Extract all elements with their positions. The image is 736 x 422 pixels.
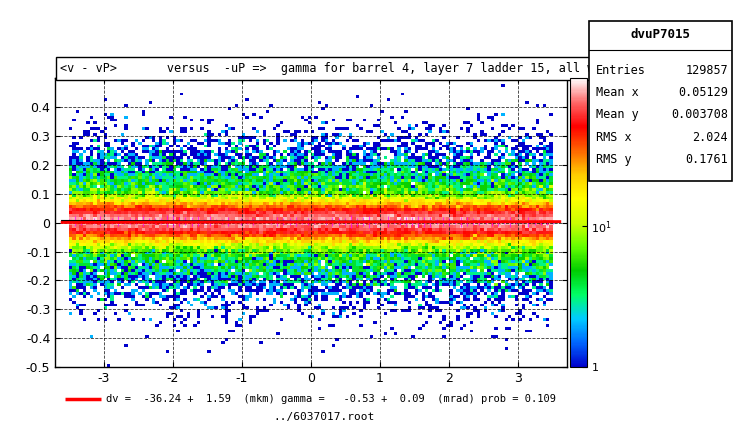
Text: 0.1761: 0.1761 <box>685 153 728 166</box>
Text: dv =  -36.24 +  1.59  (mkm) gamma =   -0.53 +  0.09  (mrad) prob = 0.109: dv = -36.24 + 1.59 (mkm) gamma = -0.53 +… <box>106 394 556 404</box>
Text: RMS x: RMS x <box>596 131 631 144</box>
Text: 129857: 129857 <box>685 63 728 76</box>
Text: 2.024: 2.024 <box>693 131 728 144</box>
Text: dvuP7015: dvuP7015 <box>631 28 690 41</box>
Text: Mean y: Mean y <box>596 108 639 122</box>
Text: Entries: Entries <box>596 63 646 76</box>
Text: Mean x: Mean x <box>596 86 639 99</box>
Text: <v - vP>       versus  -uP =>  gamma for barrel 4, layer 7 ladder 15, all wafers: <v - vP> versus -uP => gamma for barrel … <box>60 62 630 75</box>
Text: 0.05129: 0.05129 <box>678 86 728 99</box>
Text: RMS y: RMS y <box>596 153 631 166</box>
Text: 0.003708: 0.003708 <box>671 108 728 122</box>
Text: ../6037017.root: ../6037017.root <box>273 412 375 422</box>
